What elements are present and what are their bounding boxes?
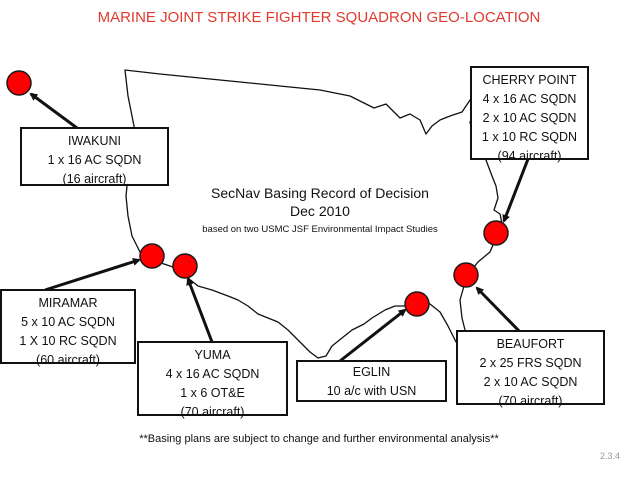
marker-iwakuni [6,70,32,96]
box-label: BEAUFORT [496,337,565,351]
box-eglin: EGLIN 10 a/c with USN [296,360,447,402]
box-line: (94 aircraft) [497,149,562,163]
box-line: 10 a/c with USN [326,384,417,398]
box-line: 5 x 10 AC SQDN [21,315,115,329]
slide-title: MARINE JOINT STRIKE FIGHTER SQUADRON GEO… [97,9,541,26]
box-line: (70 aircraft) [180,405,245,419]
decision-basis: based on two USMC JSF Environmental Impa… [202,224,438,235]
box-miramar: MIRAMAR 5 x 10 AC SQDN 1 X 10 RC SQDN (6… [0,289,136,367]
marker-miramar [139,243,165,269]
box-label: YUMA [194,348,231,362]
arrow-beaufort [475,286,524,336]
box-line: 1 x 16 AC SQDN [47,153,142,167]
box-line: (70 aircraft) [498,394,563,408]
box-label: IWAKUNI [67,134,121,148]
arrow-yuma [186,277,214,343]
box-yuma: YUMA 4 x 16 AC SQDN 1 x 6 OT&E (70 aircr… [137,341,288,419]
box-label: MIRAMAR [38,296,98,310]
box-line: 4 x 16 AC SQDN [165,367,260,381]
box-line: 1 x 6 OT&E [180,386,245,400]
box-beaufort: BEAUFORT 2 x 25 FRS SQDN 2 x 10 AC SQDN … [456,330,605,408]
footnote: **Basing plans are subject to change and… [139,433,499,445]
marker-cherry-point [483,220,509,246]
box-line: 4 x 16 AC SQDN [482,92,577,106]
box-iwakuni: IWAKUNI 1 x 16 AC SQDN (16 aircraft) [20,127,169,186]
box-line: 2 x 10 AC SQDN [482,111,577,125]
marker-beaufort [453,262,479,288]
box-line: 1 x 10 RC SQDN [481,130,578,144]
decision-text: SecNav Basing Record of Decision Dec 201… [170,184,470,237]
arrow-eglin [339,308,407,363]
marker-eglin [404,291,430,317]
arrow-miramar [44,258,141,292]
box-line: 1 X 10 RC SQDN [19,334,117,348]
marker-yuma [172,253,198,279]
decision-date: Dec 2010 [290,203,350,219]
arrow-cherry-point [502,158,530,223]
slide-number: 2.3.4 [599,451,620,461]
box-line: 2 x 25 FRS SQDN [479,356,582,370]
decision-title: SecNav Basing Record of Decision [211,185,429,201]
box-label: EGLIN [352,365,391,379]
box-cherry-point: CHERRY POINT 4 x 16 AC SQDN 2 x 10 AC SQ… [470,66,589,163]
arrow-iwakuni [29,92,78,130]
box-line: (60 aircraft) [36,353,100,367]
box-line: (16 aircraft) [62,172,127,186]
box-line: 2 x 10 AC SQDN [483,375,578,389]
box-label: CHERRY POINT [482,73,577,87]
